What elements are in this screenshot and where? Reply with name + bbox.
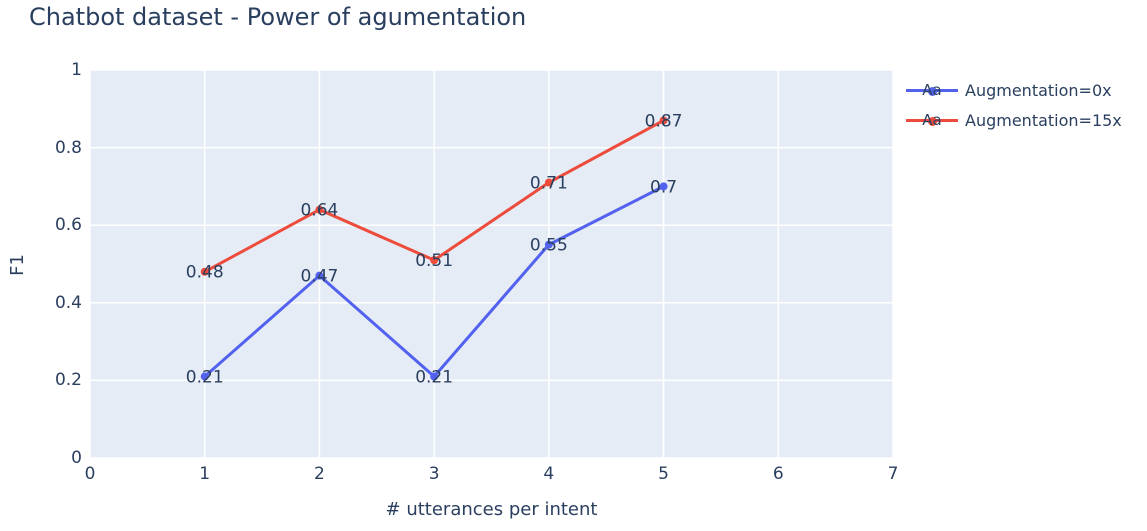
- y-tick-label: 0.2: [54, 370, 82, 391]
- legend-marker-sample: [928, 116, 937, 126]
- x-tick-label: 1: [199, 464, 211, 484]
- x-tick-label: 2: [314, 464, 325, 484]
- data-point-label: 0.48: [186, 263, 224, 283]
- x-tick-label: 5: [658, 464, 669, 484]
- y-tick-label: 0.6: [54, 215, 82, 236]
- data-point-marker: [200, 267, 209, 276]
- legend-item-augmentation-0x[interactable]: Aa Augmentation=0x: [906, 77, 1122, 104]
- x-axis-title: # utterances per intent: [385, 499, 598, 520]
- data-point-marker: [430, 256, 439, 265]
- legend: Aa Augmentation=0x Aa Augmentation=15x: [906, 77, 1122, 134]
- legend-item-label: Augmentation=0x: [965, 81, 1112, 100]
- y-tick-label: 0.8: [54, 137, 82, 158]
- data-point-label: 0.7: [650, 177, 677, 197]
- data-point-marker: [659, 116, 668, 125]
- data-point-label: 0.21: [415, 367, 453, 387]
- data-point-label: 0.21: [186, 367, 224, 387]
- x-tick-label: 3: [428, 464, 440, 484]
- legend-text-sample: Aa: [922, 110, 942, 129]
- chart-title: Chatbot dataset - Power of agumentation: [29, 3, 527, 31]
- data-point-marker: [544, 178, 553, 187]
- data-point-label: 0.47: [300, 267, 338, 287]
- y-tick-label: 0: [71, 448, 82, 468]
- data-point-marker: [315, 205, 324, 214]
- data-point-label: 0.51: [415, 251, 453, 271]
- x-tick-label: 7: [887, 464, 899, 484]
- data-point-label: 0.71: [530, 173, 568, 193]
- x-tick-label: 4: [543, 464, 555, 484]
- y-tick-label: 0.4: [54, 292, 82, 313]
- legend-swatch: Aa: [906, 81, 958, 101]
- data-point-label: 0.87: [645, 111, 683, 131]
- plot-area: 0.21 0.47 0.21 0.55 0.7 0.48 0.64 0.51 0.71 0.87: [90, 70, 893, 458]
- y-axis-title: F1: [7, 254, 28, 276]
- data-point-marker: [544, 240, 553, 249]
- legend-text-sample: Aa: [922, 80, 942, 99]
- y-tick-label: 1: [71, 60, 82, 80]
- plot-background: [90, 70, 893, 458]
- x-tick-label: 0: [84, 464, 96, 484]
- data-point-marker: [315, 271, 324, 280]
- legend-item-label: Augmentation=15x: [965, 111, 1122, 130]
- data-point-marker: [430, 372, 439, 381]
- legend-swatch: Aa: [906, 111, 958, 131]
- legend-item-augmentation-15x[interactable]: Aa Augmentation=15x: [906, 107, 1122, 134]
- data-point-label: 0.64: [300, 201, 338, 221]
- legend-marker-sample: [928, 86, 937, 96]
- x-tick-label: 6: [772, 464, 784, 484]
- data-point-label: 0.55: [530, 236, 568, 256]
- data-point-marker: [200, 372, 209, 381]
- data-point-marker: [659, 182, 668, 191]
